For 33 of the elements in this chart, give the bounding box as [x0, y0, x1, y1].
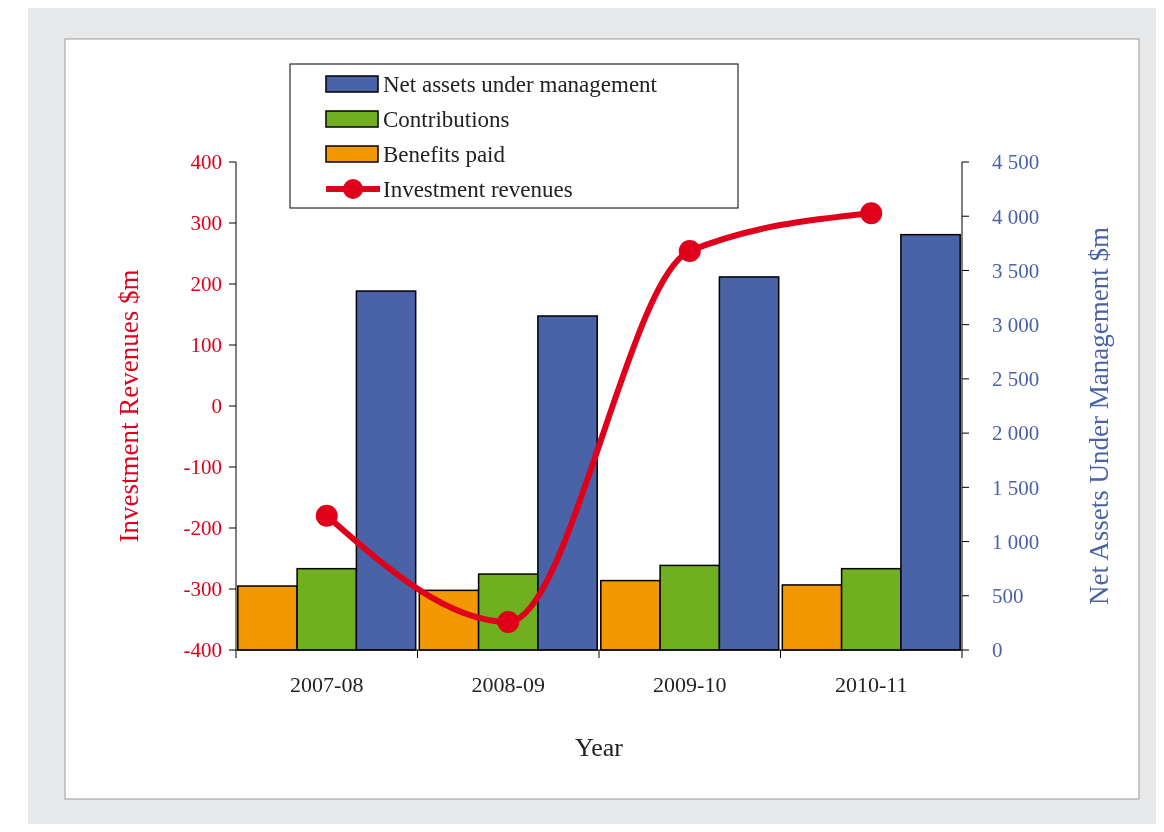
y-tick-label: -100 — [183, 455, 222, 480]
y2-tick-label: 1 500 — [992, 475, 1040, 500]
y2-tick-label: 1 000 — [992, 529, 1040, 554]
y2-tick-label: 500 — [992, 584, 1024, 609]
x-axis-title: Year — [575, 733, 624, 762]
y2-tick-label: 3 000 — [992, 313, 1040, 338]
x-tick-label: 2008-09 — [471, 672, 545, 697]
point — [860, 202, 883, 225]
y-tick-label: 400 — [190, 150, 222, 175]
x-tick-label: 2007-08 — [290, 672, 364, 697]
x-tick-label: 2009-10 — [653, 672, 727, 697]
y-axis-title: Investment Revenues $m — [114, 269, 144, 543]
y-tick-label: 100 — [190, 333, 222, 358]
y-tick-label: 0 — [211, 394, 222, 419]
y-tick-label: 200 — [190, 272, 222, 297]
y2-tick-label: 2 500 — [992, 367, 1040, 392]
y2-tick-label: 2 000 — [992, 421, 1040, 446]
y2-axis-title: Net Assets Under Management $m — [1084, 227, 1114, 605]
x-tick-label: 2010-11 — [834, 672, 908, 697]
legend-label: Benefits paid — [383, 142, 506, 168]
point — [315, 504, 338, 527]
y-tick-label: -300 — [183, 577, 222, 602]
legend-label: Investment revenues — [383, 177, 573, 203]
y2-tick-label: 4 000 — [992, 204, 1040, 229]
y-tick-label: 300 — [190, 211, 222, 236]
y-tick-label: -200 — [183, 516, 222, 541]
legend-label: Contributions — [383, 107, 510, 133]
legend-label: Net assets under management — [383, 72, 658, 98]
y2-tick-label: 4 500 — [992, 150, 1040, 175]
y2-tick-label: 3 500 — [992, 258, 1040, 283]
point — [678, 240, 701, 263]
y2-tick-label: 0 — [992, 638, 1003, 663]
y-tick-label: -400 — [183, 638, 222, 663]
